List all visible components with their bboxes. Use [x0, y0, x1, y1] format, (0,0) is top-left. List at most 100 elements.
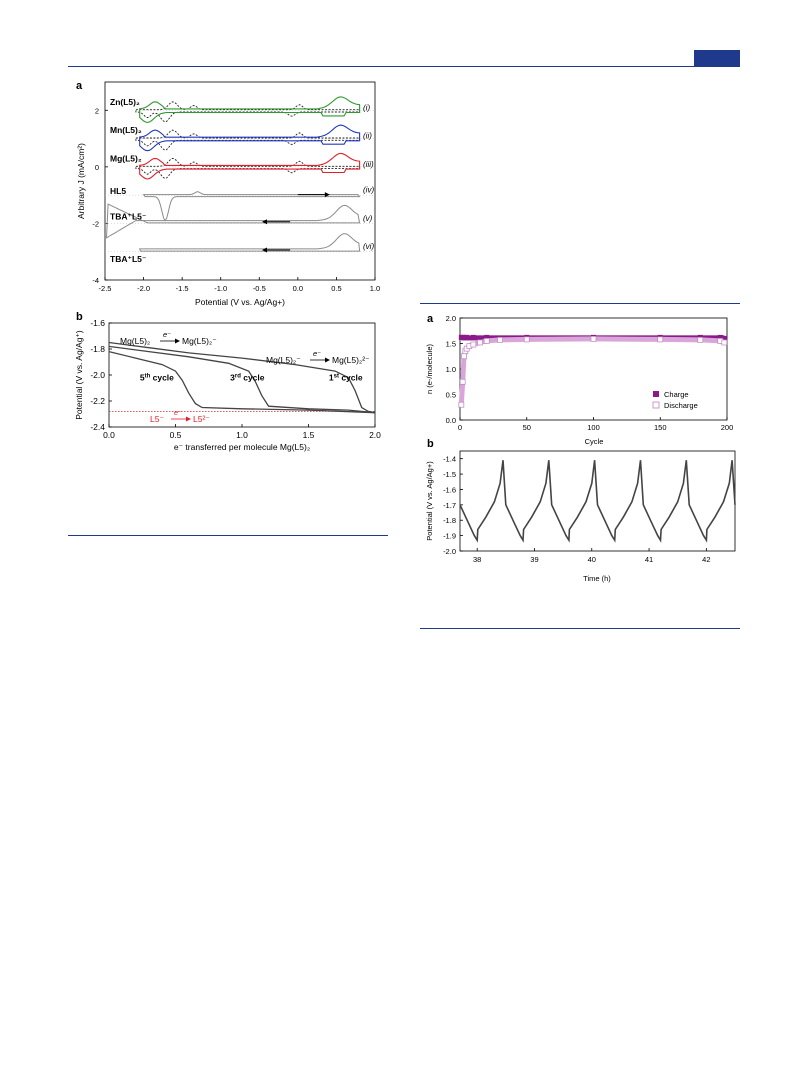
cycling-x-tick-label: 100 [587, 423, 600, 432]
label-sup: rd [235, 374, 241, 380]
cv-trace-label: HL5 [110, 186, 126, 196]
galvano-x-tick-label: 40 [588, 555, 596, 564]
galvano-y-tick-label: -1.9 [443, 532, 456, 541]
discharge-series-line [108, 341, 376, 414]
cycling-legend: Charge Discharge [652, 390, 698, 410]
cv-trace-roman: (vi) [363, 242, 374, 251]
cv-trace-label: TBA⁺L5⁻ [110, 211, 146, 221]
discharge-y-tick-label: -1.6 [90, 318, 105, 328]
legend-charge-label: Charge [664, 390, 689, 399]
galvano-x-tick-label: 38 [473, 555, 481, 564]
label-rest: cycle [339, 373, 363, 383]
galvano-y-tick-label: -1.6 [443, 485, 456, 494]
discharge-point [721, 339, 728, 346]
annotation-3-arrow-head [186, 416, 191, 422]
annotation-ligand-reduction: L5⁻ e⁻ L5²⁻ [150, 408, 210, 424]
cv-trace-roman: (i) [363, 103, 370, 112]
annotation-3-from: L5⁻ [150, 414, 164, 424]
header-rule [68, 66, 740, 67]
charge-point [484, 334, 490, 340]
discharge-x-tick-label: 0.0 [103, 430, 115, 440]
label-sup: st [334, 374, 339, 380]
cv-y-tick-label: -2 [92, 219, 99, 228]
cv-trace-mg [139, 152, 361, 180]
discharge-x-tick-label: 1.5 [303, 430, 315, 440]
cv-x-tick-label: -1.5 [176, 284, 189, 293]
annotation-mg-second-reduction: Mg(L5)₂⁻ e⁻ Mg(L5)₂²⁻ [266, 349, 370, 365]
discharge-point [477, 339, 483, 346]
label-rest: cycle [150, 373, 174, 383]
galvano-x-tick-label: 41 [645, 555, 653, 564]
charge-point [461, 334, 467, 340]
cv-trace-tba-4 [105, 203, 361, 239]
cv-arrow-hl5-head [324, 192, 330, 198]
cv-trace-label: Zn(L5)₂ [110, 97, 140, 107]
annotation-2-from: Mg(L5)₂⁻ [266, 355, 301, 365]
label-base: 5 [140, 373, 145, 383]
cv-trace-label: Mn(L5)₂ [110, 125, 142, 135]
panel-label-b-left: b [76, 311, 83, 323]
galvano-x-tick-label: 39 [530, 555, 538, 564]
discharge-point [483, 338, 490, 344]
cv-trace-hl5 [142, 191, 361, 222]
cycling-y-tick-label: 0.0 [446, 416, 456, 425]
discharge-y-tick-label: -2.4 [90, 422, 105, 432]
discharge-y-axis-label: Potential (V vs. Ag/Ag⁺) [74, 330, 84, 420]
cv-x-tick-label: 0.0 [293, 284, 303, 293]
cv-arrow-tba-head-5 [262, 247, 267, 253]
annotation-1-to: Mg(L5)₂⁻ [182, 336, 217, 346]
discharge-x-tick-label: 1.0 [236, 430, 248, 440]
panel-label-b-right: b [427, 438, 434, 450]
discharge-point [497, 337, 503, 343]
cv-y-axis-label: Arbitrary J (mA/cm²) [76, 143, 86, 219]
annotation-2-to: Mg(L5)₂²⁻ [332, 355, 370, 365]
cv-x-tick-label: -1.0 [214, 284, 227, 293]
galvano-y-tick-label: -1.4 [443, 455, 456, 464]
legend-charge-marker [653, 391, 659, 397]
charge-point [717, 334, 723, 340]
annotation-3-to: L5²⁻ [193, 414, 210, 424]
panel-label-a-left: a [76, 80, 83, 92]
galvano-x-axis-label: Time (h) [583, 574, 611, 583]
discharge-point [590, 336, 597, 342]
annotation-1-from: Mg(L5)₂ [120, 336, 150, 346]
cv-x-tick-label: -0.5 [253, 284, 266, 293]
discharge-point [657, 336, 664, 343]
annotation-2-arrow-head [325, 357, 330, 363]
annotation-mg-first-reduction: Mg(L5)₂ e⁻ Mg(L5)₂⁻ [120, 330, 217, 346]
cv-arrow-tba-head-4 [262, 219, 267, 225]
discharge-point [459, 378, 466, 385]
cv-x-tick-label: -2.5 [99, 284, 112, 293]
legend-discharge-label: Discharge [664, 401, 698, 410]
charge-point [464, 334, 470, 340]
charge-point [721, 335, 727, 341]
galvano-y-tick-label: -1.8 [443, 516, 456, 525]
discharge-series-label: 3rd cycle [230, 373, 265, 383]
cycling-y-tick-label: 1.5 [446, 340, 456, 349]
cycling-x-axis-label: Cycle [585, 437, 604, 446]
cv-trace-label: TBA⁺L5⁻ [110, 254, 146, 264]
cycling-y-tick-label: 2.0 [446, 314, 456, 323]
discharge-y-tick-label: -2.2 [90, 396, 105, 406]
discharge-series-line [108, 345, 376, 414]
discharge-series-label: 1st cycle [329, 373, 363, 383]
panel-label-a-right: a [427, 313, 434, 325]
header-journal-box [694, 50, 740, 66]
cv-x-tick-label: 0.5 [331, 284, 341, 293]
discharge-x-axis-label: e⁻ transferred per molecule Mg(L5)₂ [174, 442, 310, 452]
cv-trace-tba-5 [138, 233, 361, 252]
discharge-series-label: 5th cycle [140, 373, 174, 383]
discharge-point [470, 341, 477, 348]
galvano-y-tick-label: -1.5 [443, 470, 456, 479]
cv-x-tick-label: 1.0 [370, 284, 380, 293]
cv-trace-label: Mg(L5)₂ [110, 153, 142, 163]
cv-x-tick-label: -2.0 [137, 284, 150, 293]
annotation-3-arrow-label: e⁻ [174, 408, 182, 417]
figure-rule-right-bottom [420, 628, 740, 629]
discharge-y-tick-label: -2.0 [90, 370, 105, 380]
galvano-y-tick-label: -2.0 [443, 547, 456, 556]
galvano-y-tick-label: -1.7 [443, 501, 456, 510]
cv-trace-zn [139, 96, 361, 123]
